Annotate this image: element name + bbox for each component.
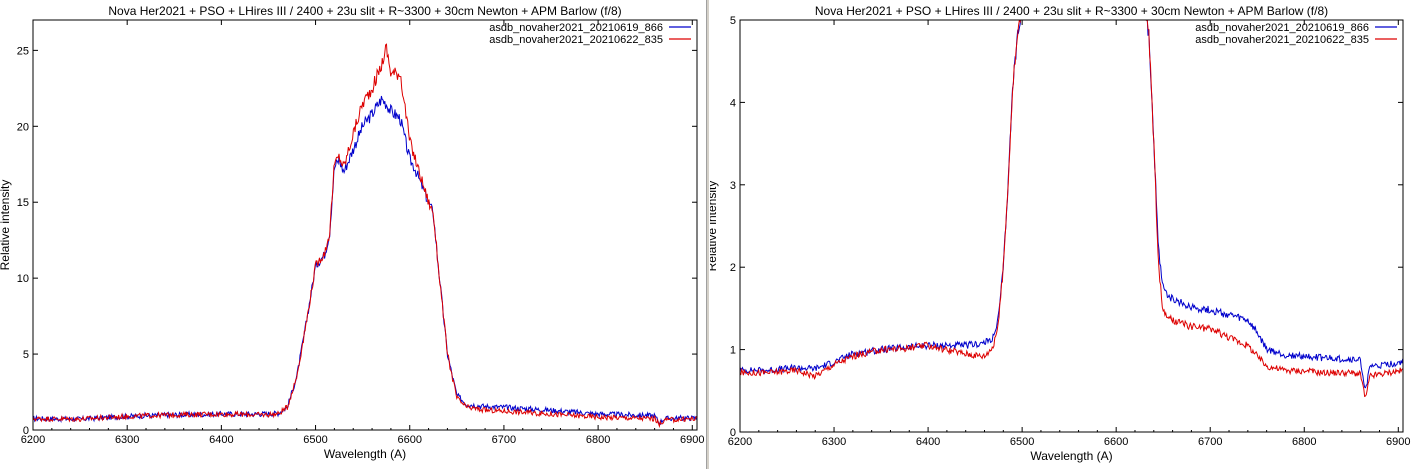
- x-tick-label: 6700: [1198, 436, 1222, 448]
- right-chart-panel: Nova Her2021 + PSO + LHires III / 2400 +…: [710, 0, 1415, 469]
- left-chart-panel: Nova Her2021 + PSO + LHires III / 2400 +…: [0, 0, 706, 469]
- x-tick-label: 6900: [1386, 436, 1410, 448]
- y-tick-label: 5: [730, 15, 736, 27]
- x-tick-label: 6300: [115, 434, 139, 446]
- left-spectrum-chart: Nova Her2021 + PSO + LHires III / 2400 +…: [0, 4, 705, 461]
- legend-label: asdb_novaher2021_20210622_835: [489, 34, 663, 46]
- x-tick-label: 6700: [492, 434, 516, 446]
- x-tick-label: 6800: [1292, 436, 1316, 448]
- y-tick-label: 2: [730, 262, 736, 274]
- chart-title: Nova Her2021 + PSO + LHires III / 2400 +…: [108, 4, 621, 18]
- series-line-1: [740, 20, 1403, 389]
- panel-divider[interactable]: [706, 0, 710, 469]
- y-tick-label: 0: [23, 425, 29, 437]
- y-axis-label: Relative intensity: [0, 180, 12, 271]
- series-line-2: [33, 43, 697, 429]
- y-tick-label: 15: [17, 197, 29, 209]
- y-axis-label: Relative intensity: [710, 181, 719, 272]
- x-tick-label: 6600: [397, 434, 421, 446]
- x-tick-label: 6200: [728, 436, 752, 448]
- series-line-1: [33, 95, 697, 426]
- y-tick-label: 20: [17, 121, 29, 133]
- series-line-2: [740, 20, 1403, 398]
- legend-label: asdb_novaher2021_20210619_866: [489, 22, 663, 34]
- x-tick-label: 6500: [1010, 436, 1034, 448]
- plot-frame: [32, 19, 698, 431]
- x-tick-label: 6800: [586, 434, 610, 446]
- x-tick-label: 6300: [822, 436, 846, 448]
- x-tick-label: 6500: [303, 434, 327, 446]
- right-spectrum-chart: Nova Her2021 + PSO + LHires III / 2400 +…: [710, 4, 1411, 463]
- x-axis-label: Wavelength (A): [1030, 449, 1112, 463]
- x-tick-label: 6900: [680, 434, 704, 446]
- x-tick-label: 6200: [21, 434, 45, 446]
- y-tick-label: 5: [23, 349, 29, 361]
- y-tick-label: 4: [730, 97, 736, 109]
- x-axis-label: Wavelength (A): [324, 447, 406, 461]
- x-tick-label: 6400: [209, 434, 233, 446]
- y-tick-label: 3: [730, 180, 736, 192]
- x-tick-label: 6400: [916, 436, 940, 448]
- y-tick-label: 0: [730, 427, 736, 439]
- legend-label: asdb_novaher2021_20210622_835: [1195, 34, 1369, 46]
- y-tick-label: 25: [17, 45, 29, 57]
- x-tick-label: 6600: [1104, 436, 1128, 448]
- y-tick-label: 10: [17, 273, 29, 285]
- y-tick-label: 1: [730, 345, 736, 357]
- legend-label: asdb_novaher2021_20210619_866: [1195, 22, 1369, 34]
- chart-title: Nova Her2021 + PSO + LHires III / 2400 +…: [815, 4, 1328, 18]
- plot-frame: [739, 19, 1404, 433]
